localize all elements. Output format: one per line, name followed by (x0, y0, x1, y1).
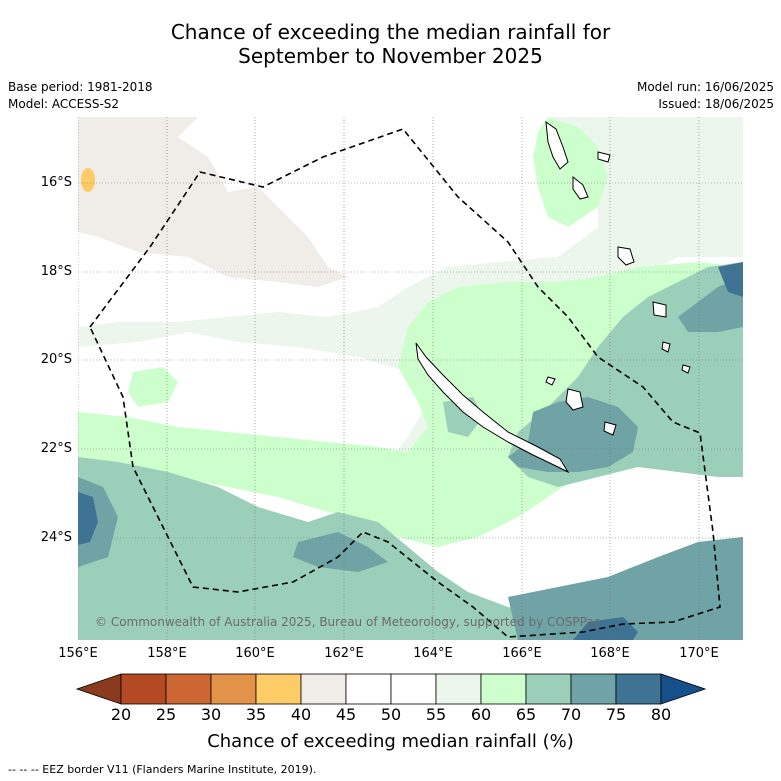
contour-75-80-south (573, 617, 638, 640)
lat-label-18s: 18°S (40, 264, 72, 279)
contour-70-75-southwest (293, 532, 388, 572)
loyalty-island-1 (565, 388, 584, 411)
lat-label-20s: 20°S (40, 352, 72, 367)
colorbar-segment-50-55 (390, 673, 437, 705)
colorbar-tick-40: 40 (290, 705, 312, 724)
gridlines (78, 117, 743, 640)
colorbar-segment-60-65 (480, 673, 527, 705)
vanuatu-island-4 (617, 246, 635, 266)
colorbar-tick-25: 25 (155, 705, 177, 724)
contour-65-70-south (78, 457, 743, 640)
title-line-1: Chance of exceeding the median rainfall … (170, 20, 611, 44)
loyalty-island-3 (652, 301, 667, 318)
colorbar-segment-75-80 (615, 673, 662, 705)
lon-label-168e: 168°E (590, 646, 630, 661)
loyalty-island-2 (603, 421, 617, 436)
loyalty-island-4 (661, 341, 671, 353)
copyright-notice: © Commonwealth of Australia 2025, Bureau… (95, 615, 600, 629)
contour-40-45 (78, 117, 348, 287)
lon-label-160e: 160°E (235, 646, 275, 661)
rainfall-map: © Commonwealth of Australia 2025, Bureau… (78, 117, 743, 640)
colorbar-tick-20: 20 (110, 705, 132, 724)
base-period: Base period: 1981-2018 (8, 80, 153, 94)
colorbar-segment-45-50 (345, 673, 392, 705)
colorbar-tick-50: 50 (380, 705, 402, 724)
lon-label-166e: 166°E (502, 646, 542, 661)
islands (415, 120, 691, 474)
colorbar-segment-40-45 (300, 673, 347, 705)
colorbar-segment-20-25 (120, 673, 167, 705)
lat-label-16s: 16°S (40, 175, 72, 190)
lon-label-170e: 170°E (679, 646, 719, 661)
colorbar-tick-65: 65 (515, 705, 537, 724)
colorbar-segment-30-35 (210, 673, 257, 705)
vanuatu-island-2 (572, 175, 589, 200)
vanuatu-island-3 (597, 151, 611, 163)
model-name: Model: ACCESS-S2 (8, 97, 120, 111)
new-caledonia-island (415, 342, 570, 474)
colorbar-under-arrow (76, 673, 122, 705)
contour-60-65-west (128, 367, 178, 407)
contour-75-80-east (718, 262, 743, 297)
contour-70-75-southeast (508, 537, 743, 640)
colorbar-tick-30: 30 (200, 705, 222, 724)
colorbar (76, 673, 706, 705)
contour-70-75-east (678, 277, 743, 332)
lon-label-164e: 164°E (413, 646, 453, 661)
lon-label-158e: 158°E (147, 646, 187, 661)
meta-left: Base period: 1981-2018 Model: ACCESS-S2 (8, 79, 153, 113)
colorbar-over-arrow (660, 673, 706, 705)
colorbar-tick-80: 80 (650, 705, 672, 724)
contour-35-40 (81, 168, 95, 192)
lat-label-24s: 24°S (40, 530, 72, 545)
colorbar-tick-35: 35 (245, 705, 267, 724)
colorbar-segment-65-70 (525, 673, 572, 705)
lon-label-156e: 156°E (58, 646, 98, 661)
colorbar-tick-60: 60 (470, 705, 492, 724)
model-run: Model run: 16/06/2025 (636, 80, 774, 94)
eez-legend-note: -- -- -- EEZ border V11 (Flanders Marine… (8, 763, 317, 776)
chart-title: Chance of exceeding the median rainfall … (0, 20, 781, 68)
lat-label-22s: 22°S (40, 441, 72, 456)
colorbar-segments (76, 673, 706, 705)
colorbar-tick-55: 55 (425, 705, 447, 724)
lon-label-162e: 162°E (324, 646, 364, 661)
contour-55-60 (78, 117, 743, 507)
colorbar-segment-35-40 (255, 673, 302, 705)
colorbar-tick-45: 45 (335, 705, 357, 724)
title-line-2: September to November 2025 (238, 44, 543, 68)
small-island-1 (681, 364, 691, 374)
colorbar-segment-55-60 (435, 673, 482, 705)
meta-right: Model run: 16/06/2025 Issued: 18/06/2025 (637, 79, 774, 113)
small-island-2 (545, 376, 556, 386)
eez-border (89, 128, 721, 638)
colorbar-segment-25-30 (165, 673, 212, 705)
colorbar-label: Chance of exceeding median rainfall (%) (207, 731, 574, 752)
vanuatu-island-1 (545, 120, 569, 170)
colorbar-segment-70-75 (570, 673, 617, 705)
issued-date: Issued: 18/06/2025 (658, 97, 774, 111)
contour-75-80-west (78, 492, 98, 545)
colorbar-tick-75: 75 (605, 705, 627, 724)
colorbar-tick-70: 70 (560, 705, 582, 724)
